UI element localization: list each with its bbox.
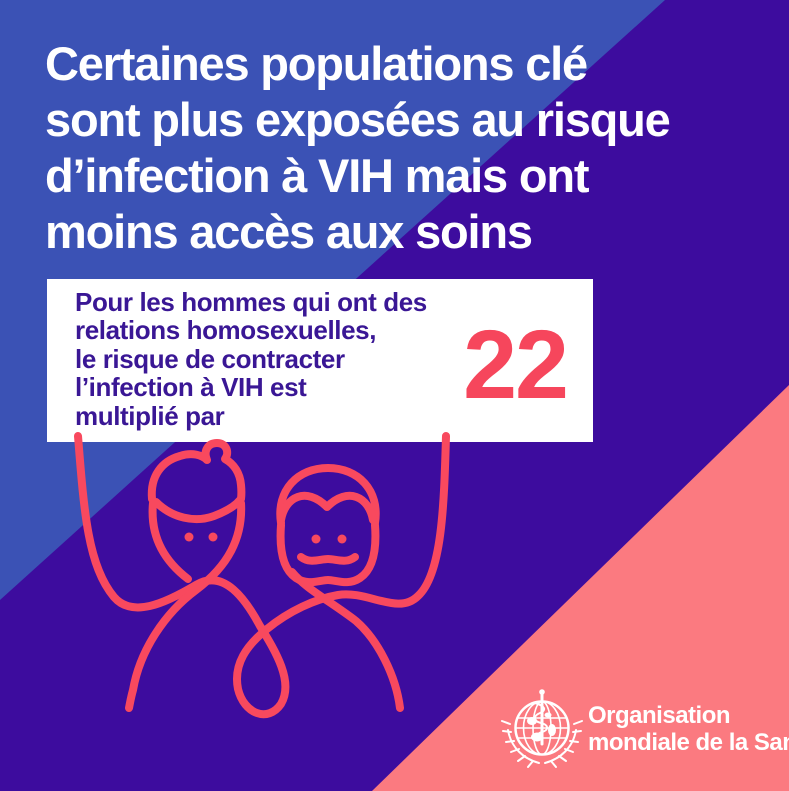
right-man-fringe [277, 491, 377, 524]
right-man-beard [276, 521, 380, 587]
stat-card-line-4: l’infection à VIH est [75, 372, 307, 403]
left-man-hair [147, 439, 246, 503]
headline-line-4: moins accès aux soins [45, 205, 533, 258]
headline-line-2: sont plus exposées au risque [45, 93, 671, 146]
stat-card-line-3: le risque de contracter [75, 343, 345, 374]
headline: Certaines populations clé sont plus expo… [45, 36, 765, 260]
headline-line-3: d’infection à VIH mais ont [45, 149, 590, 202]
left-man-eye-right [208, 532, 218, 542]
right-man-eye-right [337, 534, 347, 544]
left-man-eye-left [184, 532, 194, 542]
left-man-fringe [152, 496, 244, 524]
headline-line-1: Certaines populations clé [45, 37, 588, 90]
who-logo-text: Organisation mondiale de la Santé [588, 702, 789, 756]
right-man-mouth [297, 553, 359, 565]
who-logo: Organisation mondiale de la Santé [500, 688, 789, 770]
stat-card-line-5: multiplié par [75, 400, 225, 431]
stat-card-line-1: Pour les hommes qui ont des [75, 287, 427, 317]
stat-value: 22 [463, 310, 569, 419]
left-man-cheek-and-body [125, 499, 246, 712]
stat-card-line-2: relations homosexuelles, [75, 315, 377, 346]
stat-card-text: Pour les hommes qui ont des relations ho… [75, 288, 427, 430]
right-man-body [288, 568, 404, 712]
who-logo-line-1: Organisation [588, 702, 731, 729]
right-man-head-top [276, 464, 380, 527]
who-logo-line-2: mondiale de la Santé [588, 729, 789, 756]
left-man-cheek-left [148, 499, 192, 583]
who-emblem-icon [501, 689, 583, 768]
stat-card: Pour les hommes qui ont des relations ho… [47, 279, 593, 442]
right-man-eye-left [311, 534, 321, 544]
